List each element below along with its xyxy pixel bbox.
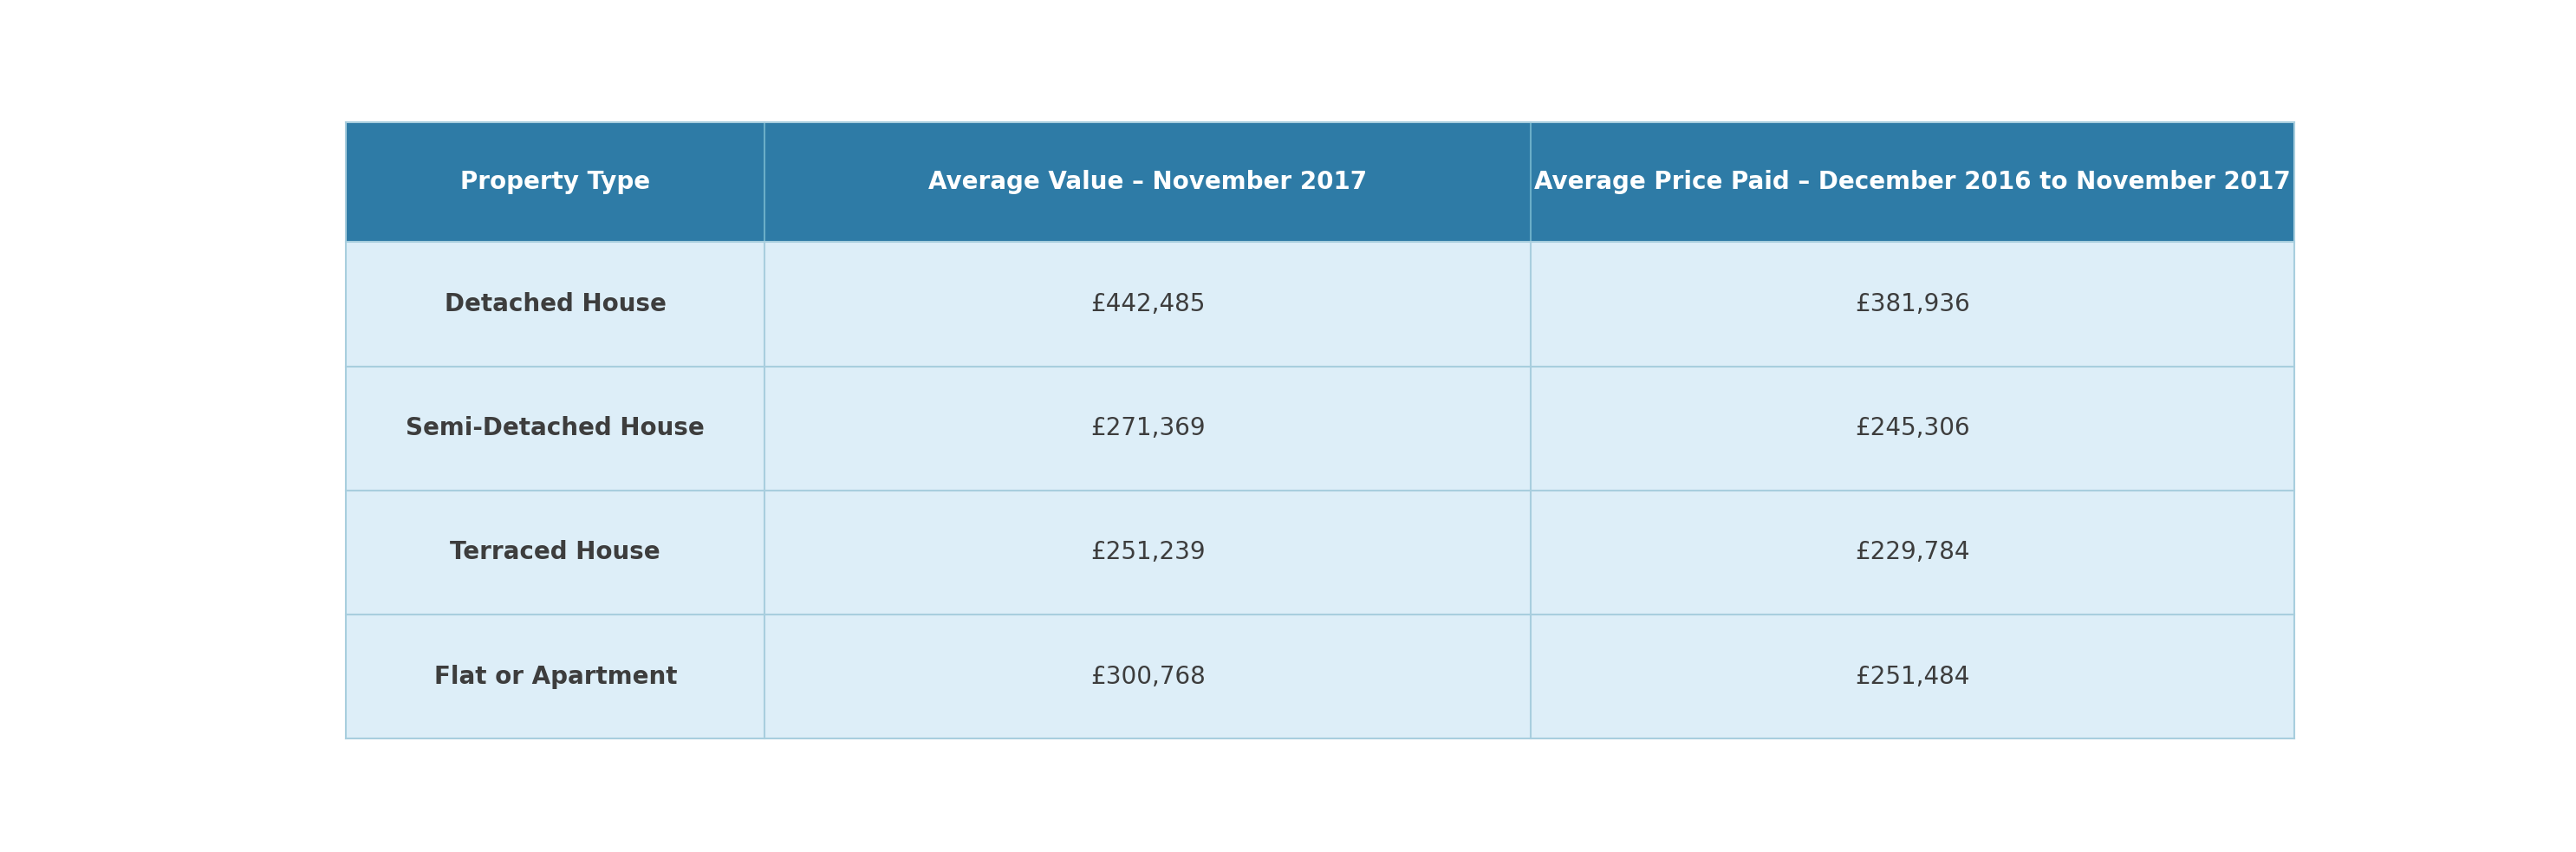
Bar (345, 614, 2295, 739)
Text: £381,936: £381,936 (1855, 292, 1971, 316)
Text: £442,485: £442,485 (1090, 292, 1206, 316)
Text: £271,369: £271,369 (1090, 416, 1206, 440)
Text: Average Price Paid – December 2016 to November 2017: Average Price Paid – December 2016 to No… (1535, 170, 2290, 194)
Bar (345, 122, 2295, 242)
Text: £251,239: £251,239 (1090, 540, 1206, 565)
Text: Property Type: Property Type (461, 170, 649, 194)
Bar (345, 366, 2295, 491)
Text: Flat or Apartment: Flat or Apartment (433, 665, 677, 688)
Text: Average Value – November 2017: Average Value – November 2017 (927, 170, 1368, 194)
Text: Semi-Detached House: Semi-Detached House (407, 416, 706, 440)
Bar (345, 491, 2295, 614)
Text: Terraced House: Terraced House (451, 540, 659, 565)
Bar (345, 242, 2295, 366)
Text: Detached House: Detached House (446, 292, 667, 316)
Text: £245,306: £245,306 (1855, 416, 1971, 440)
Text: £251,484: £251,484 (1855, 665, 1971, 688)
Text: £300,768: £300,768 (1090, 665, 1206, 688)
Text: £229,784: £229,784 (1855, 540, 1971, 565)
